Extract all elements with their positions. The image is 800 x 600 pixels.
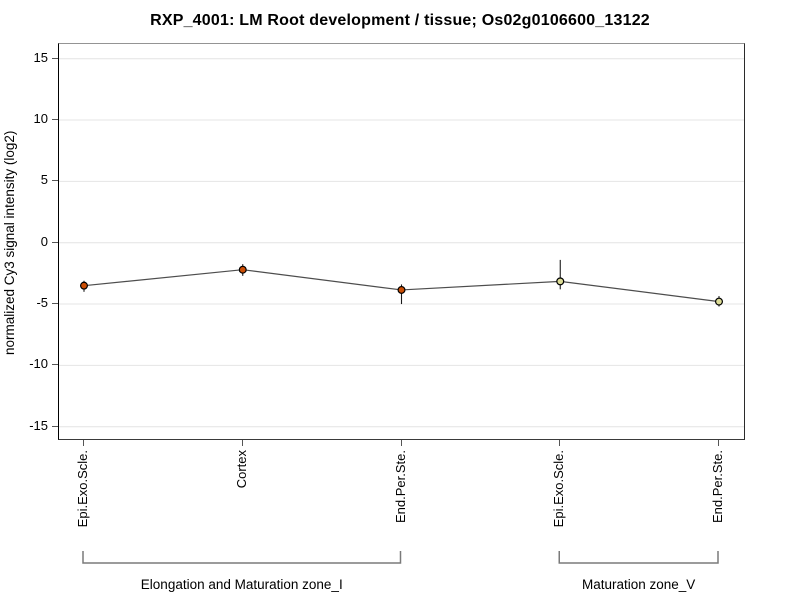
group-brackets [82,551,719,564]
data-point [397,285,406,294]
y-tick-label: 15 [33,49,48,65]
y-tick-mark [52,57,58,59]
y-tick-mark [52,425,58,427]
x-category-label: Epi.Exo.Scle. [551,450,567,528]
y-tick-label: -10 [29,356,48,372]
x-tick-mark [559,440,561,446]
x-tick-mark [83,440,84,446]
y-tick-label: -15 [29,417,48,433]
x-category-label: Epi.Exo.Scle. [75,450,90,528]
data-point [556,277,565,286]
y-tick-mark [52,303,58,305]
group-bracket [82,551,402,564]
y-tick-mark [52,364,58,366]
x-tick-mark [718,440,719,446]
group-label: Elongation and Maturation zone_I [140,577,343,592]
x-category-label: End.Per.Ste. [392,450,408,523]
y-tick-label: -5 [36,295,48,311]
x-category-label: End.Per.Ste. [710,450,725,523]
y-tick-mark [52,119,58,121]
group-label: Maturation zone_V [581,577,696,592]
data-point [714,297,723,306]
y-tick-label: 5 [40,172,48,188]
x-tick-mark [400,440,402,446]
plot-svg [59,58,744,428]
x-category-label: Cortex [233,450,249,489]
x-tick-mark [241,440,243,446]
data-point [238,265,247,274]
chart-title: RXP_4001: LM Root development / tissue; … [150,12,650,29]
data-point [80,281,89,290]
plot-area [58,43,745,440]
group-bracket [558,551,719,564]
y-tick-label: 0 [40,233,48,249]
y-tick-mark [52,241,58,243]
y-tick-mark [52,180,58,182]
y-tick-label: 10 [33,111,48,127]
